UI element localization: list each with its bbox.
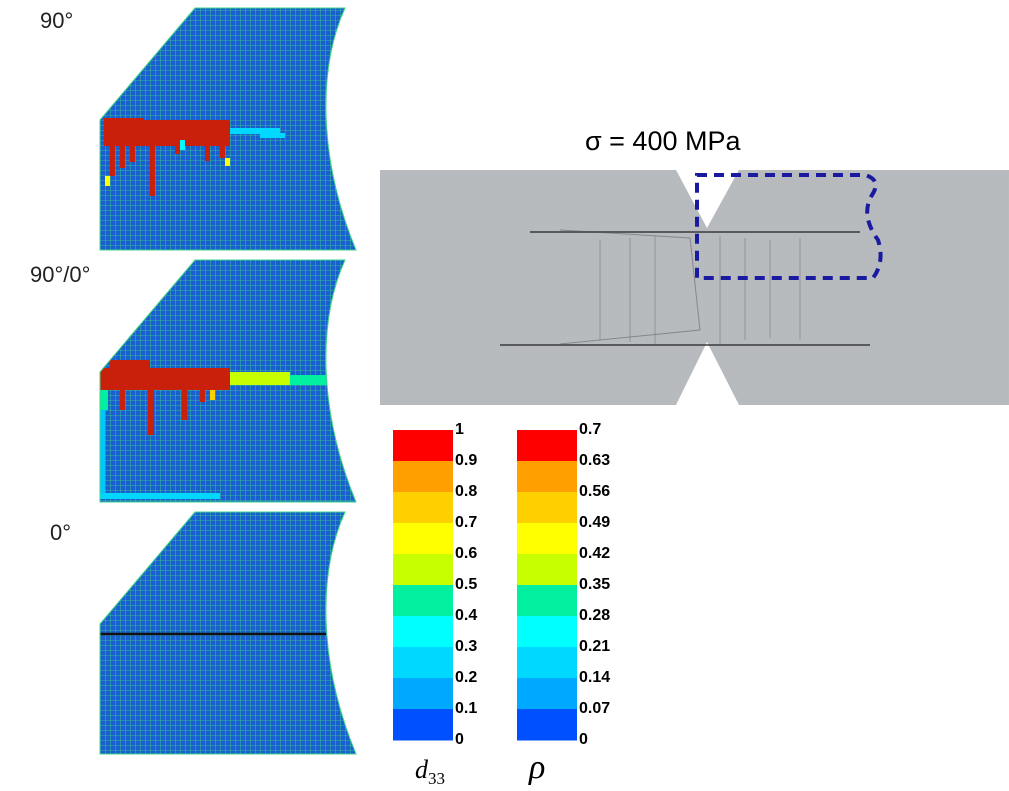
- colorbar-band: [393, 616, 453, 648]
- colorbar-band: [517, 430, 577, 462]
- colorbar-symbol: d33: [415, 755, 445, 788]
- photo: σ = 400 MPa: [380, 126, 1009, 407]
- damage: [120, 390, 125, 410]
- damage: [148, 390, 154, 435]
- panel-label: 0°: [50, 520, 71, 545]
- colorbar-tick-label: 0.4: [455, 607, 477, 624]
- damage: [180, 140, 185, 150]
- damage: [260, 133, 285, 138]
- mesh-panels: 90° 90°/0° 0°: [30, 7, 357, 755]
- colorbar-tick-label: 0.42: [579, 545, 610, 562]
- damage: [220, 146, 225, 158]
- damage: [105, 176, 110, 186]
- damage: [182, 390, 187, 420]
- damage-zone: [559, 229, 701, 345]
- colorbar-tick-label: 1: [455, 421, 464, 438]
- damage: [225, 158, 230, 166]
- colorbar-band: [517, 616, 577, 648]
- panel-label: 90°/0°: [30, 262, 90, 287]
- notch-top: [675, 168, 740, 228]
- fiber-streaks: [599, 236, 801, 344]
- colorbar-band: [393, 523, 453, 555]
- colorbar-band: [393, 554, 453, 586]
- colorbar-tick-label: 0.21: [579, 638, 610, 655]
- mesh-panel: [100, 260, 356, 502]
- damage: [230, 128, 280, 134]
- colorbar-band: [393, 461, 453, 493]
- colorbar-band: [517, 523, 577, 555]
- colorbar-tick-label: 0.7: [455, 514, 477, 531]
- colorbar-tick-label: 0.2: [455, 669, 477, 686]
- colorbar-band: [393, 585, 453, 617]
- colorbar-band: [517, 492, 577, 524]
- damage: [175, 146, 180, 154]
- colorbar-band: [517, 647, 577, 679]
- colorbar-band: [517, 585, 577, 617]
- colorbar-band: [393, 647, 453, 679]
- colorbar-tick-label: 0.35: [579, 576, 610, 593]
- damage: [110, 146, 115, 176]
- colorbar-band: [393, 430, 453, 462]
- symbol-base: ρ: [528, 749, 545, 786]
- damage: [100, 493, 220, 499]
- damage: [110, 360, 150, 368]
- colorbar-symbol: ρ: [528, 749, 545, 786]
- colorbar-tick-label: 0.8: [455, 483, 477, 500]
- colorbar-tick-label: 0.1: [455, 700, 477, 717]
- damage: [205, 146, 210, 161]
- damage: [100, 368, 230, 390]
- colorbar-tick-label: 0.5: [455, 576, 477, 593]
- damage: [100, 410, 105, 495]
- panel-outline: [99, 7, 357, 251]
- panel-label: 90°: [40, 8, 73, 33]
- damage: [104, 120, 230, 146]
- colorbar-tick-label: 0.3: [455, 638, 477, 655]
- damage: [130, 146, 135, 162]
- colorbar-band: [517, 554, 577, 586]
- stress-label: σ = 400 MPa: [585, 126, 741, 156]
- colorbar-tick-label: 0.14: [579, 669, 610, 686]
- colorbars: 1 0.9 0.8 0.7 0.6 0.5 0.4 0.3 0.2 0.1 0 d33 0.7 0.63 0…: [393, 421, 610, 788]
- colorbar-tick-label: 0.6: [455, 545, 477, 562]
- colorbar-band: [517, 461, 577, 493]
- panel-outline: [99, 511, 357, 755]
- damage: [210, 390, 215, 400]
- damage: [290, 375, 350, 385]
- colorbar-tick-label: 0.49: [579, 514, 610, 531]
- mesh-panel: [100, 512, 356, 754]
- dashed-region: [695, 173, 883, 280]
- texture: [380, 170, 1009, 405]
- symbol-sub: 33: [428, 769, 445, 788]
- colorbar-tick-label: 0.7: [579, 421, 601, 438]
- colorbar-band: [517, 709, 577, 741]
- symbol-base: d: [415, 755, 429, 784]
- colorbar-tick-label: 0.63: [579, 452, 610, 469]
- damage: [230, 372, 290, 385]
- colorbar-tick-label: 0: [579, 731, 588, 748]
- mesh-panel: [100, 8, 356, 250]
- colorbar-band: [393, 709, 453, 741]
- colorbar-band: [393, 678, 453, 710]
- colorbar-band: [517, 678, 577, 710]
- colorbar-band: [393, 492, 453, 524]
- colorbar-tick-label: 0.28: [579, 607, 610, 624]
- notch-bottom: [675, 342, 740, 407]
- colorbar-tick-label: 0.07: [579, 700, 610, 717]
- colorbar-tick-label: 0.9: [455, 452, 477, 469]
- panel-outline: [99, 259, 357, 503]
- damage: [104, 118, 144, 124]
- colorbar-tick-label: 0.56: [579, 483, 610, 500]
- damage: [120, 146, 125, 168]
- damage: [200, 390, 205, 402]
- colorbar-tick-label: 0: [455, 731, 464, 748]
- damage: [100, 390, 108, 410]
- damage: [150, 146, 155, 196]
